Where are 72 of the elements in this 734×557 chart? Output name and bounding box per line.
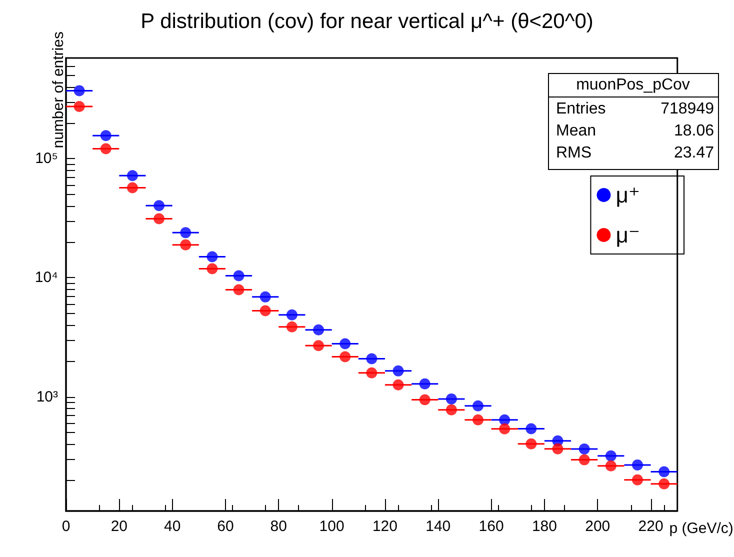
point: [180, 239, 192, 250]
point: [340, 351, 351, 362]
annotation: 718949: [660, 100, 714, 118]
point: [578, 443, 590, 454]
x-tick-label: 20: [110, 518, 128, 535]
point: [233, 284, 244, 296]
x-tick-label: 140: [426, 518, 451, 535]
point: [526, 423, 537, 434]
point: [126, 182, 138, 194]
point: [392, 365, 404, 376]
y-tick-label: 10⁵: [35, 150, 58, 168]
point: [605, 460, 616, 472]
point: [632, 474, 643, 486]
point: [632, 459, 643, 470]
point: [100, 143, 112, 154]
point: [605, 450, 616, 462]
point: [260, 305, 271, 316]
legend-label: μ⁻: [616, 222, 640, 248]
point: [499, 414, 510, 426]
x-tick-label: 60: [217, 518, 234, 535]
point: [126, 170, 138, 182]
point: [100, 130, 112, 142]
x-tick-label: 120: [372, 518, 398, 535]
y-axis-title: number of entries: [50, 32, 67, 148]
annotation: Entries: [556, 100, 606, 118]
point: [154, 213, 165, 224]
point: [578, 454, 590, 466]
legend-label: μ⁺: [616, 182, 640, 208]
point: [340, 338, 351, 350]
point: [286, 309, 298, 320]
point: [286, 321, 298, 332]
point: [446, 393, 457, 404]
point: [499, 423, 510, 434]
chart-title: P distribution (cov) for near vertical μ^+ (θ<20^0): [140, 10, 594, 33]
annotation: Mean: [556, 122, 596, 140]
point: [154, 200, 165, 212]
point: [658, 478, 670, 490]
x-tick-label: 100: [319, 518, 344, 535]
point: [74, 101, 85, 112]
point: [472, 400, 484, 412]
annotation: 23.47: [674, 144, 714, 162]
x-tick-label: 0: [62, 518, 70, 535]
point: [206, 251, 218, 262]
point: [419, 378, 430, 390]
y-tick-label: 10³: [36, 388, 58, 406]
point: [552, 443, 564, 454]
x-tick-label: 220: [638, 518, 664, 535]
x-tick-label: 200: [585, 518, 610, 535]
point: [74, 85, 85, 96]
point: [446, 404, 457, 416]
point: [366, 367, 378, 378]
point: [233, 270, 244, 282]
point: [526, 438, 537, 450]
point: [180, 227, 192, 238]
x-tick-label: 180: [532, 518, 557, 535]
point: [392, 379, 404, 390]
point: [313, 340, 324, 352]
annotation: 18.06: [674, 122, 714, 140]
x-axis-title: p (GeV/c): [669, 520, 734, 537]
x-tick-label: 40: [164, 518, 181, 535]
point: [366, 353, 378, 364]
annotation: RMS: [556, 144, 592, 162]
point: [313, 324, 324, 336]
point: [206, 263, 218, 274]
x-tick-label: 160: [478, 518, 504, 535]
point: [472, 414, 484, 426]
point: [419, 394, 430, 406]
annotation: muonPos_pCov: [576, 76, 690, 94]
point: [260, 291, 271, 302]
point: [658, 466, 670, 478]
x-tick-label: 80: [270, 518, 287, 535]
y-tick-label: 10⁴: [34, 269, 58, 286]
